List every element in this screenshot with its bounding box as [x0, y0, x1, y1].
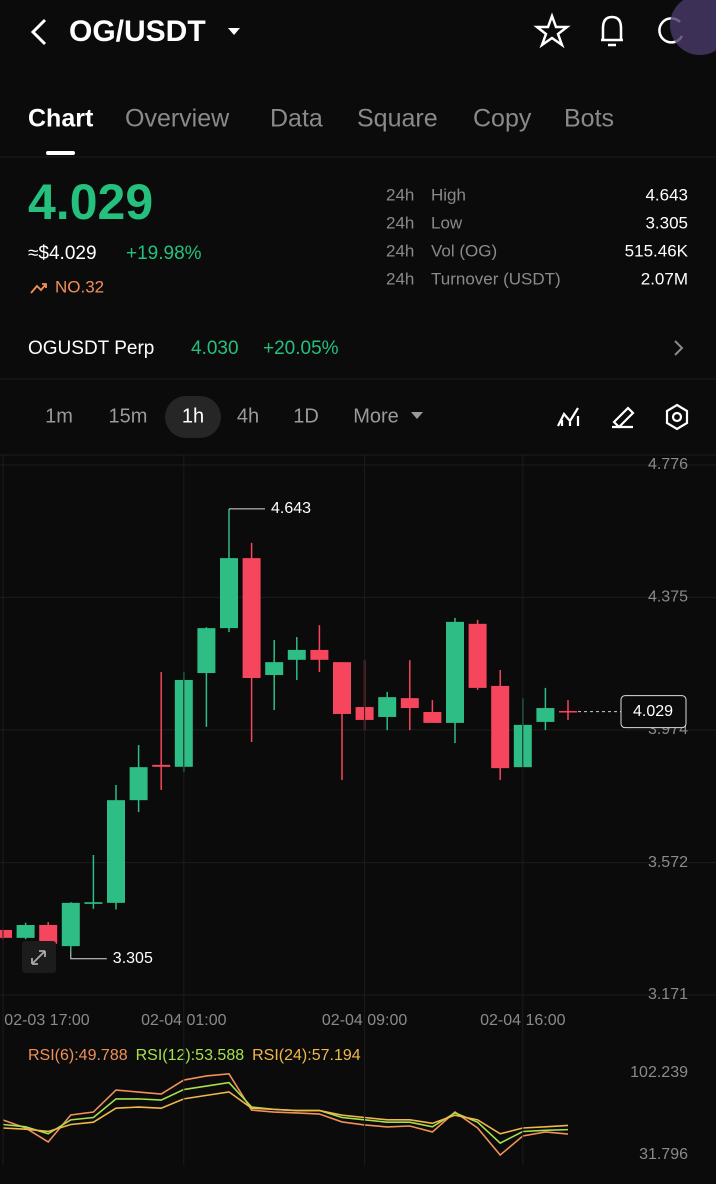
rsi-line — [2, 1073, 569, 1157]
rank-icon — [30, 283, 47, 294]
last-price: 4.029 — [28, 174, 153, 230]
stat-value: 515.46K — [625, 241, 689, 260]
y-tick-label: 4.776 — [648, 456, 688, 473]
candle-body — [536, 708, 555, 722]
stat-label: High — [431, 185, 466, 204]
tab[interactable]: Data — [270, 105, 323, 133]
tab[interactable]: Bots — [564, 105, 614, 133]
tab[interactable]: Square — [357, 105, 438, 133]
draw-icon[interactable] — [612, 406, 635, 429]
legend-entry: RSI(6):49.788 — [28, 1047, 128, 1064]
candle-body — [242, 558, 261, 678]
candle-body — [310, 649, 329, 660]
settings-icon-center — [671, 411, 683, 423]
interval[interactable]: 15m — [109, 405, 148, 427]
fullscreen-icon — [31, 950, 46, 965]
pair-title[interactable]: OG/USDT — [69, 15, 206, 48]
y-tick-label: 3.171 — [648, 986, 688, 1003]
stat-period: 24h — [386, 213, 414, 232]
candle-body — [197, 628, 216, 674]
settings-icon[interactable] — [665, 403, 689, 431]
candle-body — [423, 712, 442, 723]
rsi-tick-label: 31.796 — [639, 1146, 688, 1163]
candle-body — [39, 924, 58, 944]
stat-value: 4.643 — [645, 185, 688, 204]
alert-icon[interactable] — [601, 15, 623, 47]
candle-body — [468, 623, 487, 688]
tab[interactable]: Chart — [28, 105, 94, 133]
last-price-label: 4.029 — [633, 703, 673, 720]
tab[interactable]: Copy — [473, 105, 532, 133]
perp-name[interactable]: OGUSDT Perp — [28, 338, 154, 359]
candle-body — [61, 902, 80, 947]
candle-body — [16, 924, 35, 938]
candle-body — [220, 558, 238, 629]
rsi-line — [2, 1091, 569, 1135]
last-price-box — [620, 695, 687, 729]
candle-body — [0, 929, 12, 938]
usd-price: ≈$4.029 — [28, 243, 97, 264]
candle-body — [265, 662, 284, 676]
candle-body — [107, 800, 125, 903]
interval[interactable]: 1m — [45, 405, 73, 427]
stat-period: 24h — [386, 185, 414, 204]
y-tick-label: 3.572 — [648, 854, 688, 871]
stat-period: 24h — [386, 269, 414, 288]
stats-panel: 24h High 4.643 24h Low 3.305 24h Vol (OG) 515.46… — [386, 185, 689, 288]
active-interval-pill — [165, 396, 221, 438]
indicator-icon[interactable] — [557, 407, 580, 427]
more-dropdown — [411, 412, 423, 419]
extreme-label: 4.643 — [271, 500, 311, 517]
perp-chevron[interactable] — [674, 340, 684, 356]
interval[interactable]: 4h — [237, 405, 259, 427]
candle-body — [287, 649, 306, 660]
extreme-leader — [70, 950, 107, 960]
tab[interactable]: Overview — [125, 105, 230, 133]
candle-body — [129, 767, 148, 801]
x-tick-label: 02-03 17:00 — [4, 1012, 90, 1029]
stat-value: 2.07M — [641, 269, 688, 288]
interval-bar: 1m 15m 1h 4h 1D More — [45, 396, 423, 438]
y-tick-label: 4.375 — [648, 589, 688, 606]
candle-body — [491, 685, 510, 769]
floating-bubble[interactable] — [670, 0, 716, 55]
perp-change: +20.05% — [263, 338, 339, 359]
interval[interactable]: 1h — [182, 405, 204, 427]
stat-label: Low — [431, 213, 463, 232]
extreme-label: 3.305 — [113, 950, 153, 967]
pair-dropdown[interactable] — [228, 28, 240, 35]
interval[interactable]: More — [353, 405, 399, 427]
tab-bar: Chart Overview Data Square Copy Bots — [28, 105, 614, 133]
candle-body — [152, 764, 171, 767]
active-tab-indicator — [46, 151, 75, 155]
candle-body — [378, 697, 397, 717]
rsi-chart: RSI(6):49.788 RSI(12):53.588 RSI(24):57.19… — [2, 1047, 688, 1163]
stat-label: Turnover (USDT) — [431, 269, 561, 288]
stat-period: 24h — [386, 241, 414, 260]
perp-price: 4.030 — [191, 338, 239, 359]
legend-entry: RSI(24):57.194 — [252, 1047, 361, 1064]
stat-value: 3.305 — [645, 213, 688, 232]
candle-body — [333, 662, 351, 714]
candle-body — [400, 698, 419, 709]
candle-body — [559, 711, 577, 713]
rank: NO.32 — [55, 277, 104, 296]
legend-entry: RSI(12):53.588 — [136, 1047, 245, 1064]
interval[interactable]: 1D — [293, 405, 319, 427]
back-button[interactable] — [30, 18, 47, 46]
candle-body — [84, 902, 103, 904]
stat-label: Vol (OG) — [431, 241, 497, 260]
candle-body — [446, 621, 464, 723]
rsi-tick-label: 102.239 — [630, 1064, 688, 1081]
favorite-icon[interactable] — [533, 12, 571, 49]
price-change: +19.98% — [126, 243, 202, 264]
